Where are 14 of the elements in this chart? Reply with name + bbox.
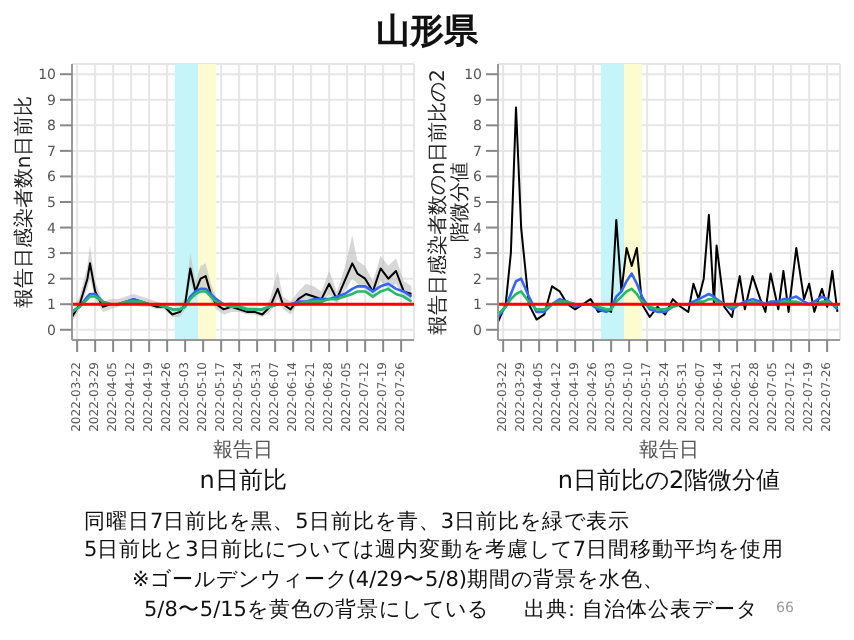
text: ※ゴールデンウィーク(4/29〜5/8)期間の背景を水色、	[132, 566, 665, 594]
x-axis-title: 報告日	[213, 438, 273, 462]
text: n日前比の2階微分値	[555, 464, 783, 498]
text: n日前比	[197, 464, 289, 498]
text: 5日前比と3日前比については週内変動を考慮して7日間移動平均を使用	[84, 536, 785, 564]
source-note: 出典: 自治体公表データ	[524, 596, 758, 624]
text: 同曜日7日前比を黒、5日前比を青、3日前比を緑で表示	[84, 508, 631, 536]
line-series	[498, 106, 839, 324]
text: 山形県	[374, 10, 480, 54]
y-axis-title: 報告日感染者数n日前比	[13, 95, 35, 309]
line-series	[72, 262, 413, 318]
text: 5/8〜5/15を黄色の背景にしている	[144, 596, 489, 624]
line-series	[498, 272, 839, 319]
x-axis-title: 報告日	[639, 438, 699, 462]
